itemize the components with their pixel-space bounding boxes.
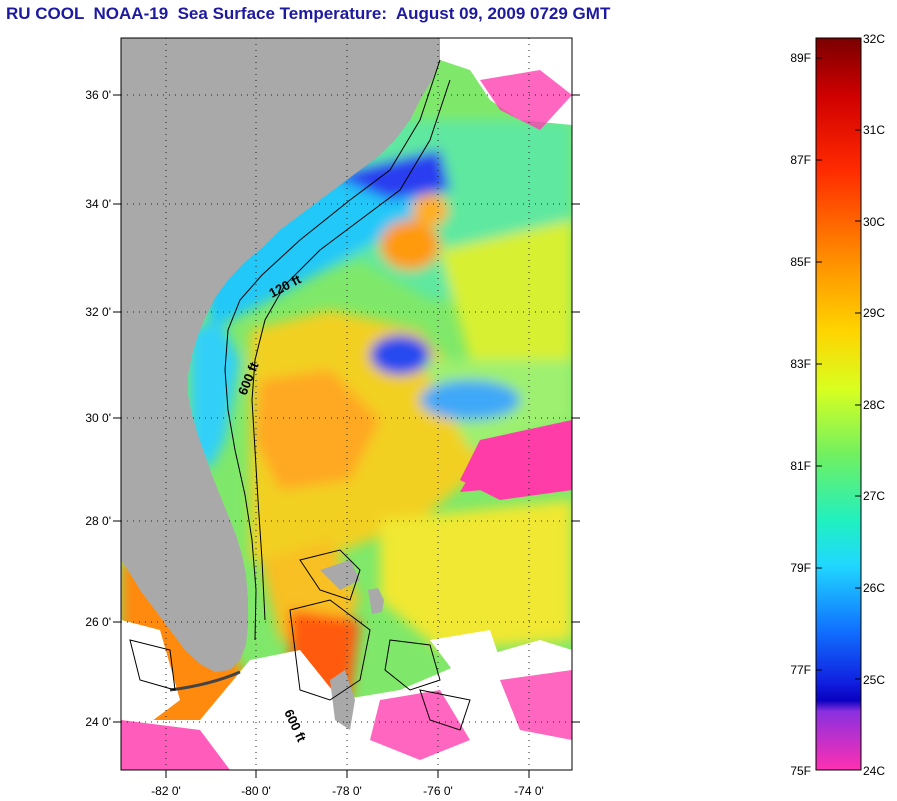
colorbar-label-f: 79F	[790, 561, 811, 575]
sst-field	[121, 120, 572, 770]
colorbar-label-c: 25C	[863, 673, 885, 687]
sst-map-panel	[121, 38, 572, 770]
colorbar-label-c: 29C	[863, 306, 885, 320]
colorbar-label-f: 83F	[790, 357, 811, 371]
colorbar-label-f: 89F	[790, 51, 811, 65]
colorbar-label-f: 85F	[790, 255, 811, 269]
colorbar-fahrenheit-labels: 89F 87F 85F 83F 81F 79F 77F 75F	[790, 51, 811, 778]
colorbar-ticks	[816, 37, 861, 680]
bahamas-islands	[320, 560, 384, 730]
lon-label: -78 0'	[332, 784, 362, 798]
lat-label: 32 0'	[85, 305, 111, 319]
lat-label: 26 0'	[85, 615, 111, 629]
lat-label: 24 0'	[85, 715, 111, 729]
lat-label: 34 0'	[85, 197, 111, 211]
colorbar-label-c: 27C	[863, 489, 885, 503]
latitude-labels: 36 0' 34 0' 32 0' 30 0' 28 0' 26 0' 24 0…	[85, 88, 111, 729]
colorbar-label-c: 24C	[863, 764, 885, 778]
colorbar-gradient	[815, 37, 862, 771]
lat-label: 28 0'	[85, 514, 111, 528]
colorbar-label-f: 81F	[790, 459, 811, 473]
colorbar-label-c: 30C	[863, 215, 885, 229]
lon-label: -76 0'	[423, 784, 453, 798]
colorbar-label-c: 28C	[863, 398, 885, 412]
longitude-labels: -82 0' -80 0' -78 0' -76 0' -74 0'	[151, 784, 544, 798]
lat-label: 36 0'	[85, 88, 111, 102]
lon-label: -80 0'	[241, 784, 271, 798]
lon-label: -74 0'	[514, 784, 544, 798]
colorbar-label-f: 87F	[790, 153, 811, 167]
colorbar-label-f: 77F	[790, 663, 811, 677]
map-title: RU COOL NOAA-19 Sea Surface Temperature:…	[6, 4, 611, 23]
colorbar-label-c: 26C	[863, 581, 885, 595]
land-mass	[121, 38, 440, 672]
lon-label: -82 0'	[151, 784, 181, 798]
lat-label: 30 0'	[85, 411, 111, 425]
colorbar-celsius-labels: 32C 31C 30C 29C 28C 27C 26C 25C 24C	[863, 32, 885, 778]
colorbar-label-f: 75F	[790, 764, 811, 778]
axis-ticks	[113, 94, 580, 778]
colorbar: 89F 87F 85F 83F 81F 79F 77F 75F 32C 31C …	[790, 32, 885, 778]
graticule	[121, 38, 572, 770]
colorbar-label-c: 32C	[863, 32, 885, 46]
bathymetry-contours	[129, 59, 471, 731]
colorbar-label-c: 31C	[863, 123, 885, 137]
